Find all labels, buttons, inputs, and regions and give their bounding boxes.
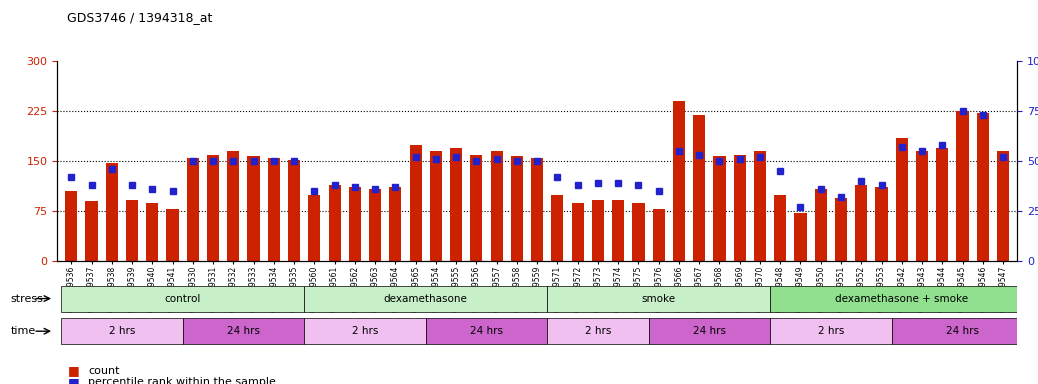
Bar xyxy=(511,156,523,261)
Text: 2 hrs: 2 hrs xyxy=(352,326,378,336)
Text: 24 hrs: 24 hrs xyxy=(470,326,503,336)
Bar xyxy=(370,189,381,261)
Bar xyxy=(126,200,138,261)
Bar xyxy=(65,191,78,261)
Bar xyxy=(410,145,421,261)
Bar xyxy=(794,213,807,261)
Bar xyxy=(592,200,604,261)
Bar xyxy=(268,158,280,261)
Bar xyxy=(106,162,118,261)
Text: 2 hrs: 2 hrs xyxy=(818,326,844,336)
Bar xyxy=(855,185,868,261)
FancyBboxPatch shape xyxy=(61,318,183,344)
Bar xyxy=(470,155,483,261)
FancyBboxPatch shape xyxy=(183,318,304,344)
Bar xyxy=(430,151,442,261)
Bar xyxy=(693,115,705,261)
Text: 24 hrs: 24 hrs xyxy=(946,326,979,336)
Bar xyxy=(754,151,766,261)
Text: dexamethasone + smoke: dexamethasone + smoke xyxy=(836,293,968,304)
Bar xyxy=(166,209,179,261)
Bar xyxy=(288,160,300,261)
Text: time: time xyxy=(10,326,35,336)
Bar xyxy=(85,201,98,261)
Bar xyxy=(956,111,968,261)
Bar xyxy=(572,202,583,261)
Text: GDS3746 / 1394318_at: GDS3746 / 1394318_at xyxy=(67,12,213,25)
Bar xyxy=(207,155,219,261)
Bar xyxy=(146,202,159,261)
Bar xyxy=(916,151,928,261)
Bar xyxy=(227,151,240,261)
FancyBboxPatch shape xyxy=(770,318,892,344)
FancyBboxPatch shape xyxy=(61,286,304,311)
Bar xyxy=(815,189,827,261)
Text: 24 hrs: 24 hrs xyxy=(692,326,726,336)
Text: smoke: smoke xyxy=(641,293,676,304)
Bar xyxy=(835,198,847,261)
Bar xyxy=(308,195,321,261)
Text: ■: ■ xyxy=(67,364,79,377)
FancyBboxPatch shape xyxy=(649,318,770,344)
Text: percentile rank within the sample: percentile rank within the sample xyxy=(88,377,276,384)
Bar xyxy=(450,148,462,261)
FancyBboxPatch shape xyxy=(892,318,1034,344)
Text: control: control xyxy=(164,293,201,304)
Bar xyxy=(673,101,685,261)
Bar xyxy=(774,195,787,261)
Bar xyxy=(349,187,361,261)
Text: count: count xyxy=(88,366,119,376)
Text: dexamethasone: dexamethasone xyxy=(384,293,468,304)
Bar xyxy=(389,187,402,261)
Bar xyxy=(875,187,887,261)
FancyBboxPatch shape xyxy=(426,318,547,344)
Bar xyxy=(247,156,260,261)
Bar xyxy=(491,151,502,261)
Bar xyxy=(734,155,746,261)
Text: 2 hrs: 2 hrs xyxy=(109,326,135,336)
FancyBboxPatch shape xyxy=(770,286,1034,311)
Bar xyxy=(531,158,543,261)
Bar xyxy=(977,113,989,261)
Bar xyxy=(996,151,1009,261)
FancyBboxPatch shape xyxy=(547,318,649,344)
Bar xyxy=(187,158,199,261)
FancyBboxPatch shape xyxy=(304,286,547,311)
Bar xyxy=(328,185,340,261)
Text: 24 hrs: 24 hrs xyxy=(227,326,260,336)
Text: ■: ■ xyxy=(67,376,79,384)
Bar xyxy=(612,200,624,261)
Bar xyxy=(632,202,645,261)
Bar xyxy=(653,209,664,261)
Bar xyxy=(713,156,726,261)
Bar xyxy=(896,138,908,261)
Bar xyxy=(936,148,949,261)
Bar xyxy=(551,195,564,261)
Text: stress: stress xyxy=(10,293,44,304)
FancyBboxPatch shape xyxy=(547,286,770,311)
FancyBboxPatch shape xyxy=(304,318,426,344)
Text: 2 hrs: 2 hrs xyxy=(584,326,611,336)
